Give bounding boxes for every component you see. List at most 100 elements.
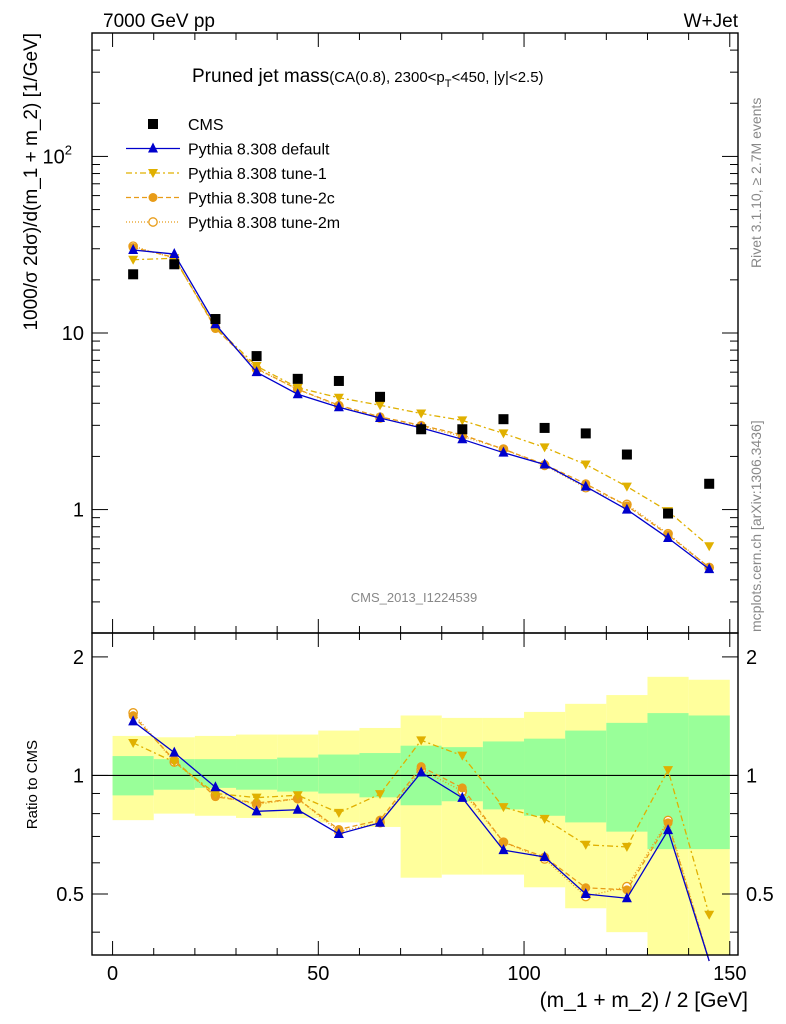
ratio-point-pythia-8-308-tune-1 xyxy=(498,803,509,813)
y-axis-label: 1000/σ 2dσ)/d(m_1 + m_2) [1/GeV] xyxy=(21,33,42,331)
point-pythia-8-308-tune-1 xyxy=(498,429,509,439)
y-tick-label: 102 xyxy=(43,142,72,168)
point-cms xyxy=(621,449,632,460)
header-right: W+Jet xyxy=(684,11,739,32)
point-pythia-8-308-default xyxy=(128,244,139,255)
point-pythia-8-308-default xyxy=(539,458,550,469)
point-cms xyxy=(704,478,715,489)
legend-marker-pythia-8-308-default xyxy=(148,142,158,153)
y-tick-label: 1 xyxy=(73,500,84,522)
point-pythia-8-308-tune-1 xyxy=(128,255,139,265)
point-cms xyxy=(580,428,591,439)
band-green-bin xyxy=(318,754,360,794)
header-left: 7000 GeV pp xyxy=(103,11,215,32)
point-pythia-8-308-default xyxy=(251,366,262,377)
point-cms xyxy=(663,508,674,519)
y-tick-label: 10 xyxy=(62,323,84,345)
ratio-point-pythia-8-308-tune-2c xyxy=(581,883,591,893)
ratio-point-pythia-8-308-tune-1 xyxy=(128,738,139,748)
ratio-tick-label-left: 0.5 xyxy=(56,884,84,906)
point-pythia-8-308-tune-1 xyxy=(621,482,632,492)
ratio-point-pythia-8-308-default xyxy=(663,824,674,835)
point-cms xyxy=(251,351,262,362)
plot-title-main: Pruned jet mass xyxy=(192,66,329,87)
axes: 0 50 100 150 1 10 102 0.5 0.5 1 1 2 2 xyxy=(43,32,774,985)
legend-marker-cms xyxy=(148,119,158,129)
ratio-point-pythia-8-308-tune-1 xyxy=(663,766,674,776)
ratio-point-pythia-8-308-default xyxy=(333,827,344,838)
point-cms xyxy=(169,259,180,270)
ratio-point-pythia-8-308-default xyxy=(375,816,386,827)
series-line-pythia-8-308-tune-2c xyxy=(132,246,710,568)
ratio-point-pythia-8-308-default xyxy=(539,851,550,862)
band-green-bin xyxy=(565,730,607,823)
ratio-point-pythia-8-308-tune-1 xyxy=(333,808,344,818)
point-pythia-8-308-default xyxy=(375,412,386,423)
ratio-point-pythia-8-308-default xyxy=(210,781,221,792)
band-green-bin xyxy=(236,759,278,790)
ratio-line-pythia-8-308-tune-2m xyxy=(132,712,710,962)
plot-title-cond: (CA(0.8), 2300<p xyxy=(329,69,444,86)
point-pythia-8-308-tune-1 xyxy=(292,383,303,393)
ratio-point-pythia-8-308-tune-1 xyxy=(580,840,591,850)
point-cms xyxy=(333,375,344,386)
point-pythia-8-308-default xyxy=(498,446,509,457)
ratio-panel xyxy=(92,708,738,962)
legend: CMS Pythia 8.308 default Pythia 8.308 tune… xyxy=(126,117,340,232)
point-pythia-8-308-tune-1 xyxy=(704,542,715,552)
plot-title-cond2: <450, |y|<2.5) xyxy=(452,69,544,86)
point-cms xyxy=(375,391,386,402)
legend-label-pythia-8-308-tune-1: Pythia 8.308 tune-1 xyxy=(188,166,327,183)
legend-label-pythia-8-308-tune-2c: Pythia 8.308 tune-2c xyxy=(188,191,335,208)
point-cms xyxy=(416,424,427,435)
point-cms xyxy=(128,269,139,280)
x-tick-label: 0 xyxy=(107,963,118,985)
point-pythia-8-308-tune-1 xyxy=(416,409,427,419)
ratio-line-pythia-8-308-tune-2c xyxy=(132,715,710,962)
ratio-frame xyxy=(91,632,739,956)
ratio-point-pythia-8-308-default xyxy=(580,887,591,898)
ratio-point-pythia-8-308-tune-2c xyxy=(663,818,673,828)
ratio-point-pythia-8-308-default xyxy=(251,805,262,816)
ratio-point-pythia-8-308-default xyxy=(128,715,139,726)
point-pythia-8-308-default xyxy=(292,388,303,399)
side-label-top: Rivet 3.1.10, ≥ 2.7M events xyxy=(748,98,764,268)
point-pythia-8-308-tune-1 xyxy=(457,416,468,426)
ratio-point-pythia-8-308-tune-1 xyxy=(704,910,715,920)
plot-title-sub: T xyxy=(445,78,452,90)
legend-label-pythia-8-308-tune-2m: Pythia 8.308 tune-2m xyxy=(188,215,340,232)
point-pythia-8-308-default xyxy=(663,532,674,543)
point-pythia-8-308-tune-1 xyxy=(375,401,386,411)
ratio-y-axis-label: Ratio to CMS xyxy=(24,740,41,829)
legend-marker-pythia-8-308-tune-2m xyxy=(148,217,158,227)
legend-marker-pythia-8-308-tune-1 xyxy=(148,169,158,178)
x-tick-label: 50 xyxy=(307,963,329,985)
ratio-point-pythia-8-308-tune-2c xyxy=(498,837,508,847)
point-pythia-8-308-default xyxy=(580,480,591,491)
ratio-point-pythia-8-308-tune-1 xyxy=(416,736,427,746)
ratio-point-pythia-8-308-tune-1 xyxy=(251,793,262,803)
ratio-point-pythia-8-308-tune-1 xyxy=(210,789,221,799)
ratio-point-pythia-8-308-tune-1 xyxy=(375,790,386,800)
point-pythia-8-308-default xyxy=(169,248,180,259)
ratio-point-pythia-8-308-tune-1 xyxy=(292,791,303,801)
ratio-point-pythia-8-308-tune-2c xyxy=(622,885,632,895)
x-axis-label: (m_1 + m_2) / 2 [GeV] xyxy=(540,989,748,1012)
point-pythia-8-308-default xyxy=(621,503,632,514)
ratio-tick-label-left: 1 xyxy=(73,765,84,787)
point-cms xyxy=(498,414,509,425)
series-line-pythia-8-308-tune-2m xyxy=(132,245,710,568)
legend-label-pythia-8-308-default: Pythia 8.308 default xyxy=(188,142,330,159)
ratio-point-pythia-8-308-default xyxy=(416,766,427,777)
legend-label-cms: CMS xyxy=(188,117,224,134)
watermark: CMS_2013_I1224539 xyxy=(351,590,478,605)
side-label-bottom: mcplots.cern.ch [arXiv:1306.3436] xyxy=(748,420,764,632)
point-cms xyxy=(292,373,303,384)
ratio-point-pythia-8-308-tune-1 xyxy=(169,758,180,768)
ratio-point-pythia-8-308-tune-1 xyxy=(539,814,550,824)
ratio-tick-label-right: 2 xyxy=(746,647,757,669)
x-tick-label: 150 xyxy=(713,963,746,985)
point-pythia-8-308-default xyxy=(333,401,344,412)
ratio-point-pythia-8-308-default xyxy=(169,746,180,757)
